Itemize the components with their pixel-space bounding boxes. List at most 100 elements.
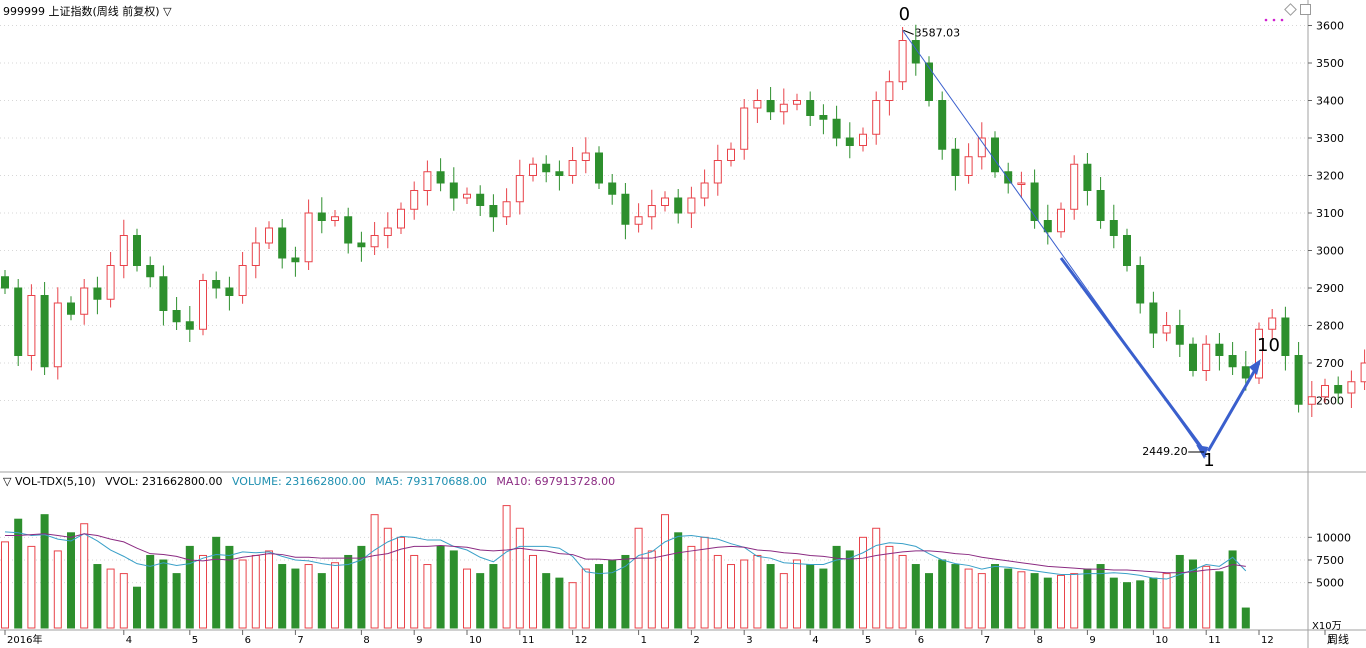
volume-bar-down — [1149, 577, 1158, 629]
candle-down — [845, 137, 854, 146]
volume-bar-up — [304, 564, 313, 629]
volume-bar-down — [1123, 582, 1131, 629]
candle-up — [515, 175, 524, 203]
candle-down — [1228, 355, 1237, 368]
volume-bar-down — [911, 564, 920, 629]
time-axis-label: 4 — [126, 635, 132, 646]
candle-down — [951, 148, 960, 176]
magenta-dot-icon — [1264, 18, 1268, 22]
volume-bar-down — [938, 559, 947, 629]
volume-bar-up — [1162, 573, 1171, 629]
candle-down — [925, 62, 933, 101]
candle-up — [1255, 328, 1263, 379]
candle-up — [106, 265, 115, 300]
candle-down — [291, 257, 300, 263]
volume-bar-down — [344, 554, 353, 629]
candle-up — [753, 100, 762, 109]
candle-up — [568, 160, 577, 176]
volume-bar-down — [476, 573, 485, 629]
candle-down — [1189, 343, 1197, 371]
candle-up — [687, 197, 696, 214]
low-value-label: 2449.20 — [1142, 445, 1188, 458]
candle-down — [674, 197, 683, 214]
candle-up — [502, 201, 511, 218]
volume-panel-header: ▽ VOL-TDX(5,10) VVOL: 231662800.00 VOLUM… — [3, 475, 621, 488]
volume-bar-up — [515, 527, 524, 629]
candle-down — [542, 163, 551, 173]
time-axis-label: 12 — [575, 635, 588, 646]
candle-down — [185, 321, 194, 330]
candle-down — [476, 193, 485, 206]
price-tick-label: 2700 — [1316, 357, 1344, 370]
time-axis-label: 2016年 — [7, 633, 42, 646]
candle-down — [40, 295, 49, 368]
candle-down — [1043, 220, 1052, 233]
volume-bar-down — [489, 564, 498, 629]
volume-bar-down — [14, 518, 23, 629]
candle-down — [159, 276, 168, 311]
volume-bar-down — [1175, 554, 1184, 629]
volume-bar-up — [119, 573, 128, 629]
volume-bar-up — [1070, 573, 1079, 629]
volume-bar-down — [146, 554, 155, 629]
volume-bar-down — [40, 514, 49, 629]
volume-bar-down — [1215, 571, 1224, 629]
time-axis-label: 7 — [984, 635, 990, 646]
candle-down — [1030, 182, 1039, 221]
time-axis-label: 12 — [1261, 635, 1274, 646]
volume-bar-down — [1096, 564, 1105, 629]
volume-bar-up — [397, 536, 405, 629]
volume-bar-up — [687, 545, 696, 629]
volume-bar-down — [766, 564, 775, 629]
volume-bar-down — [951, 564, 960, 629]
volume-bar-up — [1202, 565, 1211, 629]
candle-down — [806, 100, 815, 116]
volume-bar-up — [779, 573, 788, 629]
vvol-label: VVOL: 231662800.00 — [105, 475, 223, 488]
candle-down — [766, 100, 775, 113]
price-tick-label: 3000 — [1316, 245, 1344, 258]
candle-up — [1162, 325, 1171, 334]
candle-up — [1268, 317, 1277, 330]
volume-bar-down — [449, 550, 458, 629]
candle-down — [832, 118, 841, 139]
candle-down — [1281, 317, 1290, 356]
volume-bar-down — [806, 564, 815, 629]
volume-bar-down — [172, 573, 181, 629]
volume-bar-up — [106, 568, 115, 629]
candle-up — [1057, 208, 1065, 233]
time-axis-label: 6 — [245, 635, 251, 646]
candle-down — [608, 182, 617, 195]
candle-up — [872, 100, 881, 135]
candle-down — [1123, 235, 1131, 266]
candle-up — [1321, 385, 1329, 398]
candle-down — [489, 205, 498, 218]
restore-window-icon[interactable] — [1300, 4, 1311, 15]
volume-bar-down — [185, 545, 194, 629]
candle-down — [1136, 265, 1145, 304]
candle-up — [529, 163, 537, 176]
wave-label-1: 1 — [1203, 450, 1214, 471]
wave-label-0: 0 — [899, 4, 910, 25]
candle-down — [938, 100, 947, 150]
price-panel-title[interactable]: 999999 上证指数(周线 前复权) ▽ — [3, 5, 172, 18]
candle-down — [621, 193, 630, 225]
candle-up — [1202, 343, 1211, 371]
volume-bar-up — [753, 554, 762, 629]
volume-bar-up — [647, 550, 656, 629]
candle-up — [397, 208, 405, 229]
volume-bar-up — [727, 564, 735, 629]
volume-bar-up — [1017, 571, 1026, 629]
volume-bar-up — [370, 514, 379, 629]
volume-bar-down — [1109, 577, 1118, 629]
period-button[interactable]: 周线 — [1327, 633, 1349, 646]
volume-bar-down — [608, 559, 617, 629]
volume-bar-up — [27, 545, 36, 629]
candle-up — [423, 171, 432, 191]
time-axis-label: 3 — [746, 635, 752, 646]
vol-indicator-name[interactable]: ▽ VOL-TDX(5,10) — [3, 475, 96, 488]
price-tick-label: 3600 — [1316, 20, 1344, 33]
wave-line-rebound — [1206, 362, 1261, 452]
candle-down — [1109, 220, 1118, 236]
